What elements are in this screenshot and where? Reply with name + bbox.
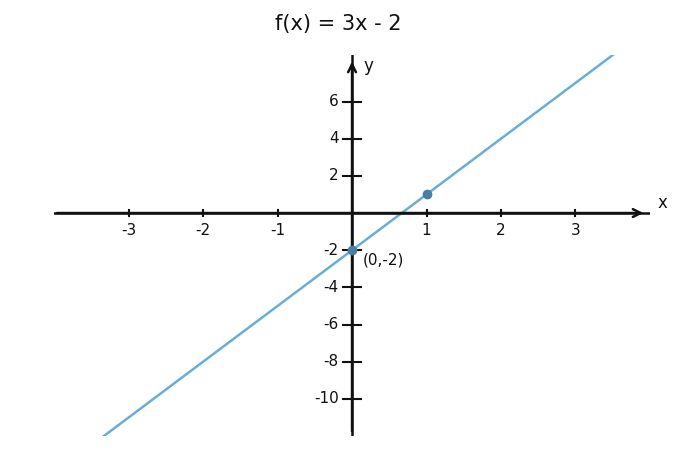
Text: 6: 6 xyxy=(329,94,338,109)
Text: -3: -3 xyxy=(121,223,136,238)
Text: 2: 2 xyxy=(496,223,506,238)
Text: x: x xyxy=(657,194,668,212)
Text: y: y xyxy=(364,57,373,75)
Text: -10: -10 xyxy=(314,392,338,406)
Text: (0,-2): (0,-2) xyxy=(364,252,405,267)
Text: -2: -2 xyxy=(196,223,211,238)
Text: -6: -6 xyxy=(324,317,338,332)
Text: 1: 1 xyxy=(422,223,431,238)
Text: 4: 4 xyxy=(329,131,338,146)
Text: -8: -8 xyxy=(324,354,338,369)
Text: -2: -2 xyxy=(324,243,338,257)
Text: 3: 3 xyxy=(571,223,580,238)
Text: 2: 2 xyxy=(329,168,338,184)
Text: -1: -1 xyxy=(270,223,285,238)
Text: f(x) = 3x - 2: f(x) = 3x - 2 xyxy=(276,14,401,34)
Text: -4: -4 xyxy=(324,280,338,295)
